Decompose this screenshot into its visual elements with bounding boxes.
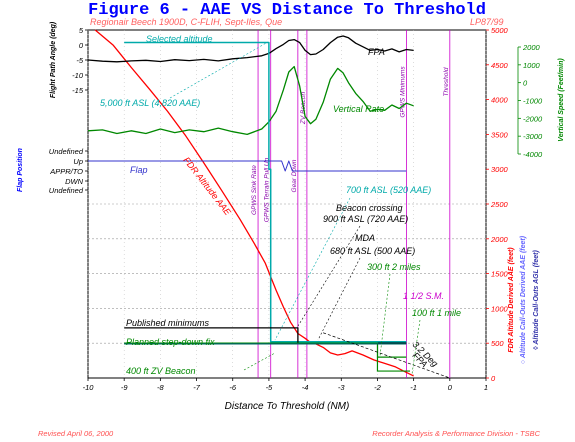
x-tick-label: -1 <box>410 383 417 392</box>
vr-axis-label: Vertical Speed (Feet/min) <box>558 58 565 142</box>
ann-planned-stepdown: Planned step-down fix <box>126 337 215 347</box>
aae-tick-label: 4500 <box>491 61 509 70</box>
chart-title: Figure 6 - AAE VS Distance To Threshold <box>88 1 486 20</box>
ann-asl-5000: 5,000 ft ASL (4,820 AAE) <box>100 98 200 108</box>
ann-vertical-rate: Vertical Rate <box>333 104 384 114</box>
aae-tick-label: 5000 <box>491 26 509 35</box>
chart-subtitle-right: LP87/99 <box>470 17 504 27</box>
aae-tick-label: 1000 <box>491 304 509 313</box>
ann-zv-beacon-400: 400 ft ZV Beacon <box>126 366 196 376</box>
pointer-zv-beacon-400 <box>243 352 276 371</box>
flap-tick-label: APPR/TO <box>49 167 83 176</box>
vr-tick-label: 1000 <box>523 61 541 70</box>
ann-mda-2: 680 ft ASL (500 AAE) <box>330 246 415 256</box>
vr-tick-label: 0 <box>523 79 528 88</box>
ann-beacon-crossing-2: 900 ft ASL (720 AAE) <box>323 214 408 224</box>
x-tick-label: -6 <box>229 383 236 392</box>
pointer-asl-5000 <box>169 41 269 99</box>
series-line <box>87 35 414 63</box>
pointer-miles-2 <box>379 273 391 357</box>
x-tick-label: -10 <box>83 383 95 392</box>
flap-axis-label: Flap Position <box>17 148 24 192</box>
series-line <box>87 65 414 136</box>
flap-tick-label: Up <box>73 157 83 166</box>
series-line <box>124 41 407 343</box>
x-tick-label: -9 <box>121 383 128 392</box>
aae-tick-label: 0 <box>491 374 496 383</box>
fpa-tick-label: 0 <box>79 41 84 50</box>
chart-subtitle-left: Regionair Beech 1900D, C-FLIH, Sept-Iles… <box>90 17 282 27</box>
ann-fdr-altitude: FDR Altitude AAE <box>181 155 233 218</box>
fpa-axis-label: Flight Path Angle (deg) <box>50 21 57 98</box>
series-line <box>88 160 407 172</box>
pointer-mda <box>317 257 361 341</box>
aae-tick-label: 1500 <box>491 270 509 279</box>
pointer-asl-700 <box>274 197 351 341</box>
vr-tick-label: -4000 <box>523 150 543 159</box>
aae-tick-label: 500 <box>491 339 504 348</box>
fpa-tick-label: -10 <box>72 71 84 80</box>
x-tick-label: 0 <box>448 383 453 392</box>
ann-flap: Flap <box>130 165 148 175</box>
vr-tick-label: -1000 <box>523 97 543 106</box>
flap-tick-label: Undefined <box>49 147 84 156</box>
stepdown-tail <box>376 357 411 372</box>
vr-tick-label: -3000 <box>523 132 543 141</box>
ann-mda-1: MDA <box>355 233 375 243</box>
footer-left: Revised April 06, 2000 <box>38 429 114 438</box>
footer-right: Recorder Analysis & Performance Division… <box>372 429 540 438</box>
glidepath-line <box>323 332 450 379</box>
event-label: GPWS Minimums <box>399 66 406 118</box>
fpa-tick-label: 5 <box>79 26 84 35</box>
x-tick-label: -2 <box>374 383 381 392</box>
aae-axis-label: FDR Altitude Derived AAE (feet) <box>508 247 515 353</box>
ann-sm-1-5: 1 1/2 S.M. <box>403 291 444 301</box>
flap-tick-label: Undefined <box>49 186 84 195</box>
pointer-mile-1 <box>411 319 421 375</box>
event-label: GPWS Terrain Pull Up <box>264 157 271 222</box>
flap-tick-label: DWN <box>65 177 83 186</box>
aae-tick-label: 3500 <box>491 130 509 139</box>
callout-agl-label: ◊ Altitude Call-Outs AGL (feet) <box>533 250 540 350</box>
event-label: GPWS Sink Rate <box>251 165 258 215</box>
ann-selected-altitude: Selected altitude <box>146 34 213 44</box>
fpa-tick-label: -5 <box>76 56 83 65</box>
ann-fpa: FPA <box>368 47 385 57</box>
x-tick-label: -8 <box>157 383 164 392</box>
vr-tick-label: -2000 <box>523 114 543 123</box>
fpa-tick-label: -15 <box>72 86 84 95</box>
event-label: Threshold <box>443 67 450 96</box>
x-axis-label: Distance To Threshold (NM) <box>225 401 350 412</box>
callout-aae-label: ○ Altitude Call-Outs Derived AAE (feet) <box>520 235 527 364</box>
x-tick-label: -3 <box>338 383 345 392</box>
ann-mile-1: 100 ft 1 mile <box>412 308 461 318</box>
vr-tick-label: 2000 <box>522 43 541 52</box>
series-lines <box>87 29 450 379</box>
aae-tick-label: 4000 <box>491 96 509 105</box>
aae-tick-label: 3000 <box>491 165 509 174</box>
x-tick-label: 1 <box>484 383 488 392</box>
x-tick-label: -4 <box>302 383 309 392</box>
ann-miles-2: 300 ft 2 miles <box>367 262 421 272</box>
annotations-group: Selected altitude FPA 5,000 ft ASL (4,820 … <box>100 34 461 376</box>
aae-tick-label: 2000 <box>490 235 509 244</box>
axes-group: -10 -9 -8 -7 -6 -5 -4 -3 -2 -1 0 150-5-10-15Flight … <box>17 21 565 392</box>
ann-asl-700: 700 ft ASL (520 AAE) <box>346 185 431 195</box>
x-tick-label: -5 <box>266 383 273 392</box>
ann-published-minimums: Published minimums <box>126 318 210 328</box>
x-tick-label: -7 <box>193 383 200 392</box>
event-label: Gear Down <box>291 159 298 192</box>
ann-beacon-crossing-1: Beacon crossing <box>336 203 403 213</box>
aae-tick-label: 2500 <box>490 200 509 209</box>
